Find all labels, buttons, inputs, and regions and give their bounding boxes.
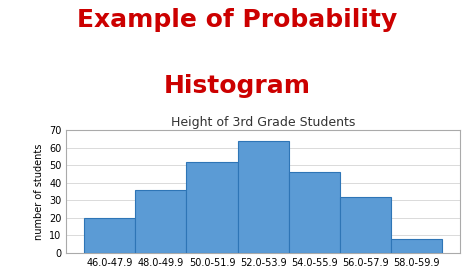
Bar: [340, 197, 391, 253]
Bar: [391, 239, 442, 253]
Bar: [186, 162, 237, 253]
Title: Height of 3rd Grade Students: Height of 3rd Grade Students: [171, 116, 355, 129]
Bar: [136, 190, 186, 253]
Bar: [84, 218, 136, 253]
Text: Example of Probability: Example of Probability: [77, 8, 397, 32]
Y-axis label: number of students: number of students: [34, 143, 44, 240]
Bar: [289, 172, 340, 253]
Bar: [237, 141, 289, 253]
Text: Histogram: Histogram: [164, 74, 310, 98]
